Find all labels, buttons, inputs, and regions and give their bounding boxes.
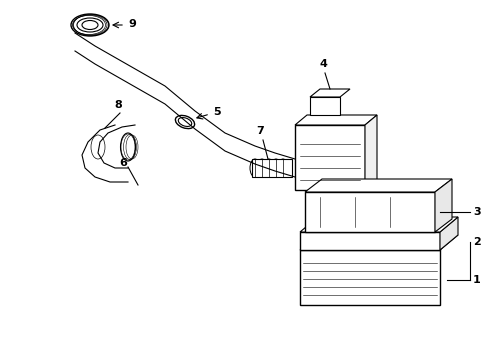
- Polygon shape: [435, 179, 452, 232]
- Text: 2: 2: [473, 237, 481, 247]
- Text: 4: 4: [319, 59, 327, 69]
- Polygon shape: [440, 217, 458, 250]
- Polygon shape: [365, 115, 377, 190]
- Text: 1: 1: [473, 275, 481, 285]
- Bar: [300, 250, 440, 305]
- Bar: [305, 192, 435, 232]
- Polygon shape: [300, 217, 458, 232]
- Polygon shape: [305, 179, 452, 192]
- Bar: [300, 232, 440, 250]
- Bar: [310, 97, 340, 115]
- Text: 8: 8: [114, 100, 122, 110]
- Text: 7: 7: [256, 126, 264, 136]
- Bar: [295, 125, 365, 190]
- Bar: [252, 159, 292, 177]
- Polygon shape: [295, 115, 377, 125]
- Text: 9: 9: [128, 19, 136, 29]
- Polygon shape: [310, 89, 350, 97]
- Text: 5: 5: [213, 107, 220, 117]
- Polygon shape: [300, 235, 458, 250]
- Text: 3: 3: [473, 207, 481, 217]
- Text: 6: 6: [119, 158, 127, 168]
